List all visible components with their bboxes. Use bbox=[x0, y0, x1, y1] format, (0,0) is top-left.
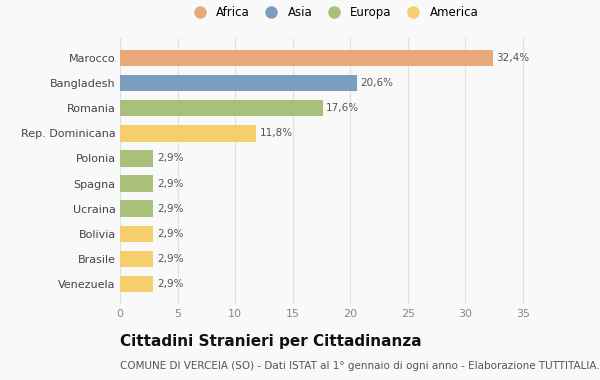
Bar bbox=[120, 125, 256, 142]
Text: 2,9%: 2,9% bbox=[157, 204, 184, 214]
Text: COMUNE DI VERCEIA (SO) - Dati ISTAT al 1° gennaio di ogni anno - Elaborazione TU: COMUNE DI VERCEIA (SO) - Dati ISTAT al 1… bbox=[120, 361, 600, 371]
Text: 11,8%: 11,8% bbox=[259, 128, 292, 138]
Text: 32,4%: 32,4% bbox=[496, 53, 530, 63]
Text: 2,9%: 2,9% bbox=[157, 254, 184, 264]
Text: 2,9%: 2,9% bbox=[157, 279, 184, 289]
Bar bbox=[120, 50, 493, 66]
Text: 2,9%: 2,9% bbox=[157, 179, 184, 188]
Bar bbox=[120, 100, 323, 117]
Bar bbox=[120, 150, 154, 166]
Bar bbox=[120, 75, 357, 92]
Bar bbox=[120, 276, 154, 292]
Bar bbox=[120, 250, 154, 267]
Text: Cittadini Stranieri per Cittadinanza: Cittadini Stranieri per Cittadinanza bbox=[120, 334, 422, 349]
Bar bbox=[120, 225, 154, 242]
Legend: Africa, Asia, Europa, America: Africa, Asia, Europa, America bbox=[185, 4, 481, 22]
Text: 20,6%: 20,6% bbox=[361, 78, 394, 88]
Bar bbox=[120, 200, 154, 217]
Text: 2,9%: 2,9% bbox=[157, 154, 184, 163]
Text: 2,9%: 2,9% bbox=[157, 229, 184, 239]
Text: 17,6%: 17,6% bbox=[326, 103, 359, 113]
Bar bbox=[120, 176, 154, 192]
